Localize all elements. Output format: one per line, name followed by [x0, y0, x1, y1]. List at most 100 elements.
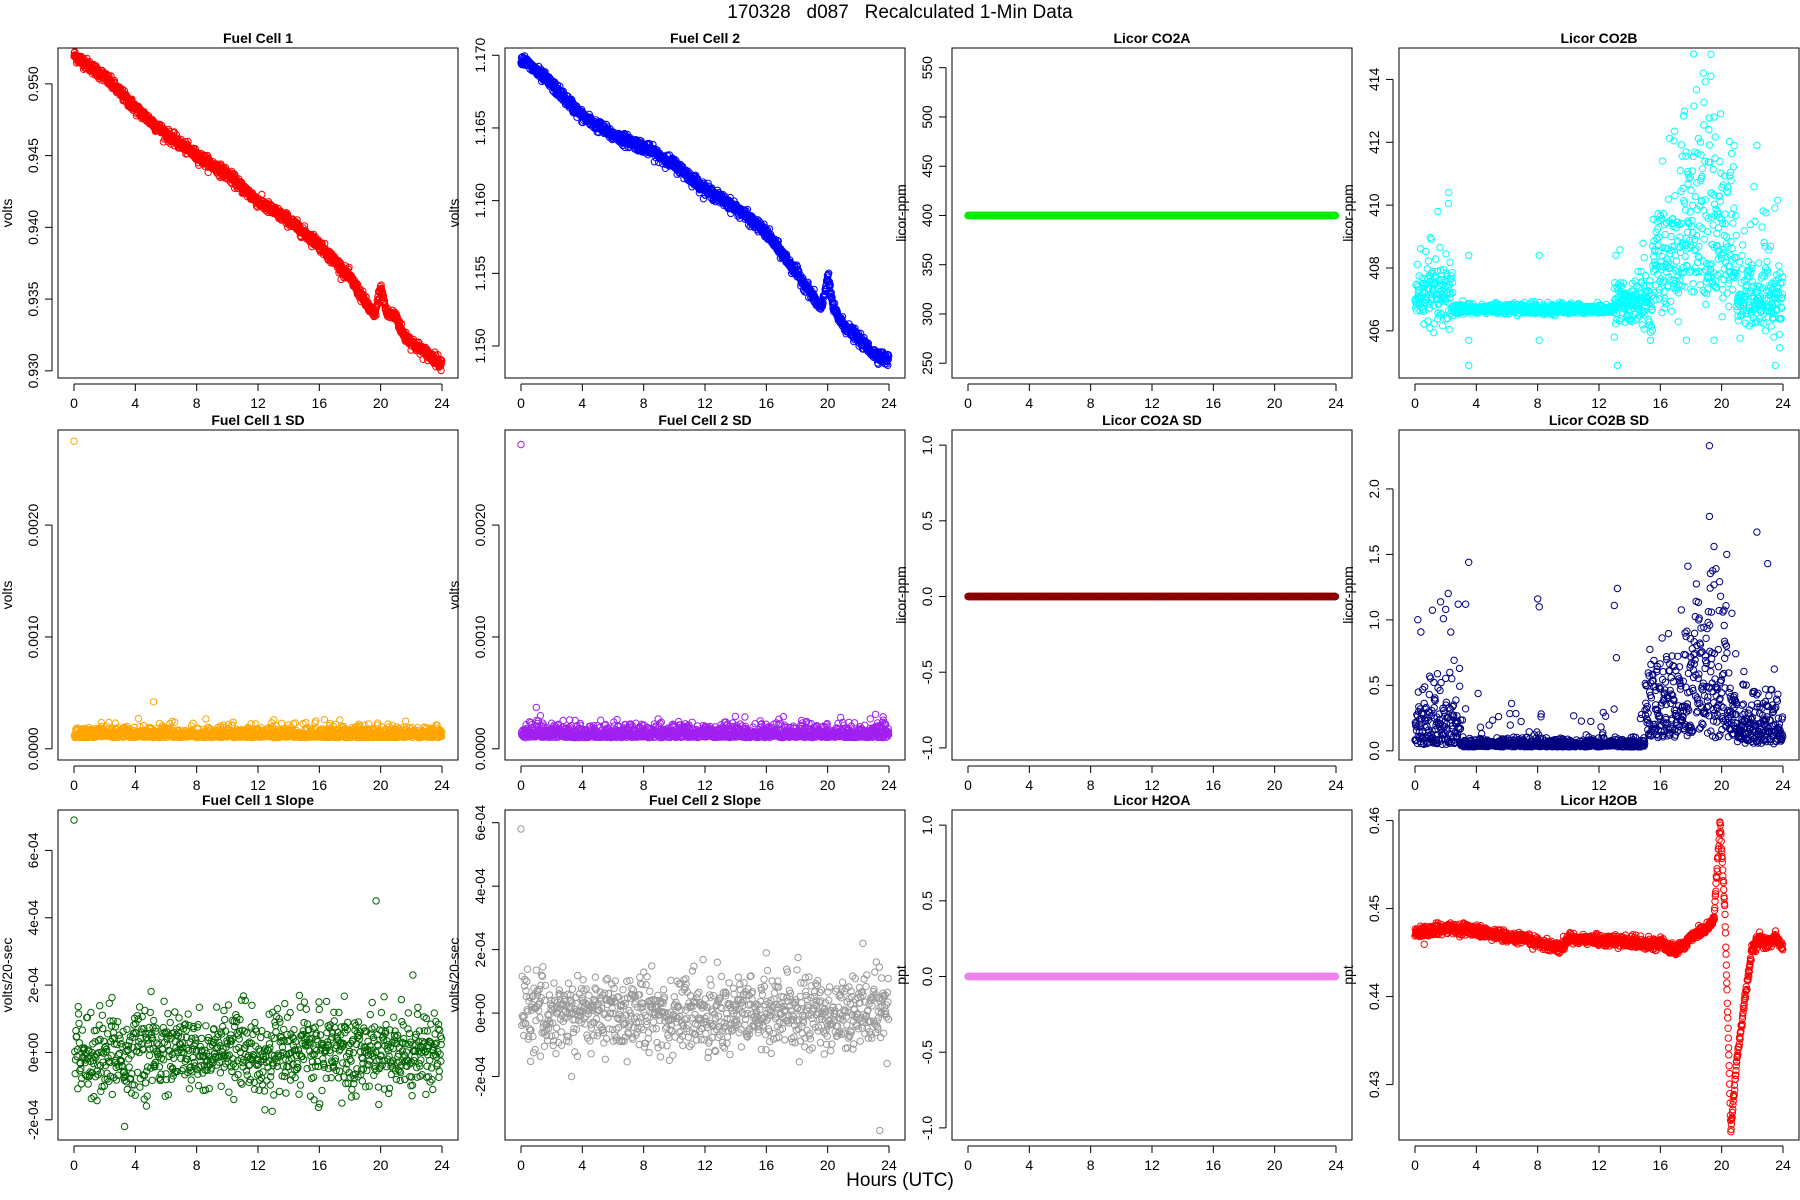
data-point: [1649, 215, 1657, 224]
data-point: [1638, 321, 1646, 329]
data-point: [1445, 325, 1453, 334]
data-point: [1667, 307, 1676, 315]
data-point: [1678, 152, 1687, 161]
data-point: [1666, 261, 1675, 269]
data-point: [1628, 317, 1636, 326]
data-point: [1718, 313, 1726, 321]
data-point: [1731, 273, 1739, 282]
x-tick-label: 12: [1144, 395, 1160, 411]
data-point: [1650, 252, 1658, 261]
data-point: [1725, 172, 1734, 180]
data-point: [1433, 267, 1441, 276]
data-point: [1698, 197, 1706, 205]
y-tick-label: 0.930: [25, 353, 41, 388]
y-tick-label: 0.940: [25, 210, 41, 245]
data-point: [1437, 310, 1446, 318]
data-point: [1655, 285, 1664, 294]
x-tick-label: 24: [1328, 395, 1344, 411]
data-point: [1711, 133, 1720, 141]
data-point: [1611, 320, 1620, 328]
data-point: [437, 366, 445, 375]
data-points: [517, 52, 893, 369]
data-point: [1641, 271, 1650, 280]
y-tick-label: 0.935: [25, 281, 41, 316]
data-point: [1730, 142, 1738, 150]
data-point: [1738, 265, 1747, 273]
data-point: [1647, 322, 1656, 331]
x-tick-label: 12: [250, 395, 266, 411]
data-point: [1716, 197, 1724, 205]
data-point: [1423, 296, 1431, 304]
data-point: [825, 269, 833, 277]
data-point: [1652, 296, 1660, 304]
page-title: 170328 d087 Recalculated 1-Min Data: [727, 2, 1073, 23]
data-point: [1422, 247, 1430, 256]
data-point: [1707, 260, 1715, 268]
data-point: [283, 210, 292, 219]
data-point: [1704, 214, 1712, 223]
data-point: [1683, 228, 1692, 237]
data-point: [325, 247, 333, 256]
x-tick-label: 0: [517, 395, 525, 411]
data-point: [1721, 219, 1729, 228]
y-tick-label: 250: [919, 351, 935, 375]
data-point: [105, 72, 113, 80]
x-axis: 0 4 8 12 16 20 24: [70, 383, 450, 411]
data-point: [1740, 227, 1748, 235]
x-tick-label: 16: [1206, 395, 1222, 411]
data-point: [1693, 149, 1702, 158]
data-point: [1678, 240, 1686, 248]
data-point: [1653, 225, 1662, 233]
data-point: [1661, 304, 1669, 312]
data-point: [1444, 298, 1452, 307]
data-point: [883, 360, 891, 368]
data-point: [1738, 310, 1746, 318]
data-point: [1700, 235, 1709, 243]
x-tick-label: 20: [1267, 395, 1283, 411]
data-point: [1331, 211, 1340, 220]
data-point: [1619, 279, 1628, 287]
data-point: [1715, 192, 1724, 200]
data-point: [1711, 154, 1719, 162]
y-tick-label: 0.945: [25, 138, 41, 173]
data-point: [1689, 50, 1698, 58]
data-point: [345, 263, 353, 272]
data-point: [1705, 141, 1714, 149]
x-tick-label: 4: [578, 395, 586, 411]
data-point: [1733, 272, 1741, 280]
data-point: [1433, 295, 1441, 303]
data-point: [1667, 297, 1675, 305]
data-point: [1682, 152, 1690, 160]
data-point: [1731, 269, 1739, 278]
data-point: [1690, 288, 1698, 296]
x-tick-label: 8: [193, 395, 201, 411]
x-tick-label: 12: [697, 395, 713, 411]
data-point: [884, 356, 892, 364]
data-point: [1685, 236, 1694, 245]
data-point: [434, 351, 442, 359]
data-point: [1735, 258, 1744, 266]
data-point: [1688, 201, 1697, 210]
data-point: [1430, 320, 1438, 328]
data-point: [1716, 110, 1725, 118]
data-point: [1724, 188, 1732, 197]
panel-fuel-cell-2: Fuel Cell 20 4 8 12 16 20 241.1501.1551.1601.1…: [446, 30, 906, 411]
data-point: [372, 311, 380, 319]
x-tick-label: 24: [881, 395, 897, 411]
data-point: [1641, 311, 1649, 319]
data-point: [1690, 246, 1699, 255]
data-points: [70, 48, 446, 375]
data-point: [1706, 158, 1714, 167]
data-point: [258, 190, 266, 199]
data-point: [1669, 284, 1678, 292]
data-point: [1655, 295, 1664, 303]
data-point: [1727, 149, 1736, 158]
data-point: [1442, 250, 1450, 258]
y-tick-label: 450: [919, 154, 935, 178]
data-point: [824, 273, 832, 281]
data-point: [377, 281, 385, 289]
panel-title: Fuel Cell 2: [670, 30, 740, 46]
data-point: [1654, 241, 1663, 250]
plot-frame: [57, 47, 459, 379]
